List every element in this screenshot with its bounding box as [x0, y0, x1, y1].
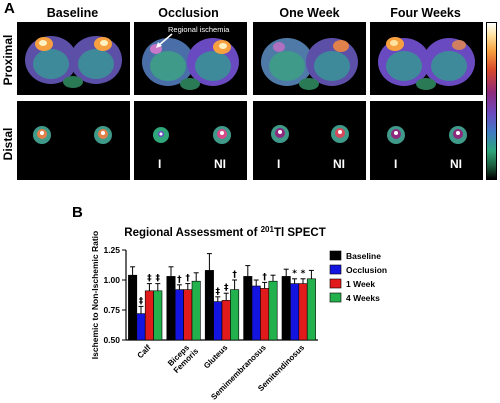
column-title-one-week: One Week — [279, 6, 340, 20]
distal-one-week-scan: I NI — [253, 101, 366, 180]
column-title-occlusion: Occlusion — [158, 6, 219, 20]
ischemic-side-label: I — [158, 157, 162, 171]
bar — [243, 276, 253, 341]
significance-marker: † — [232, 270, 237, 280]
bar — [221, 300, 231, 341]
y-tick-label: 1.00 — [103, 275, 120, 285]
legend-label: 4 Weeks — [346, 293, 380, 303]
significance-marker: * — [301, 269, 306, 279]
bar — [230, 289, 240, 341]
y-tick-label: 0.75 — [103, 305, 120, 315]
column-title-four-weeks: Four Weeks — [390, 6, 461, 20]
non-ischemic-side-label: NI — [333, 157, 345, 171]
bar — [174, 289, 184, 341]
legend-swatch — [329, 250, 342, 261]
proximal-baseline-scan — [17, 22, 130, 95]
ischemic-side-label: I — [277, 157, 281, 171]
x-category-label: Gluteus — [202, 343, 230, 371]
bar — [144, 290, 154, 341]
proximal-four-weeks-scan — [370, 22, 483, 95]
non-ischemic-side-label: NI — [214, 157, 226, 171]
significance-marker: ‡ — [156, 274, 161, 284]
x-category-label: BicepsFemoris — [165, 340, 200, 375]
legend-swatch — [329, 292, 342, 303]
non-ischemic-side-label: NI — [450, 157, 462, 171]
bar — [281, 276, 291, 341]
legend-label: 1 Week — [346, 279, 375, 289]
row-label-distal: Distal — [1, 127, 15, 161]
significance-marker: † — [177, 275, 182, 285]
y-tick-label: 0.50 — [103, 335, 120, 345]
significance-marker: † — [186, 274, 191, 284]
bar — [153, 290, 163, 341]
distal-baseline-scan — [17, 101, 130, 180]
legend-swatch — [329, 264, 342, 275]
bar — [290, 283, 300, 341]
bar — [306, 278, 316, 341]
bar — [166, 276, 176, 341]
row-label-proximal: Proximal — [1, 34, 15, 86]
bar — [251, 285, 261, 341]
legend-label: Occlusion — [346, 265, 387, 275]
bar — [128, 274, 138, 341]
panel-b-label: B — [72, 204, 83, 221]
significance-marker: * — [292, 269, 297, 279]
bar — [260, 288, 270, 341]
bar — [213, 301, 223, 341]
bar — [204, 270, 214, 341]
significance-marker: † — [262, 272, 267, 282]
y-axis-label: Ischemic to Non-Ischemic Ratio — [90, 231, 100, 359]
bar — [298, 283, 308, 341]
legend-swatch — [329, 278, 342, 289]
x-category-label: Calf — [136, 343, 153, 360]
proximal-one-week-scan — [253, 22, 366, 95]
significance-marker: ‡ — [224, 283, 229, 293]
bar — [191, 280, 201, 341]
chart-title: Regional Assessment of 201Tl SPECT — [124, 225, 325, 239]
distal-occlusion-scan: I NI — [134, 101, 247, 180]
panel-a-label: A — [4, 0, 15, 17]
y-tick-label: 1.25 — [103, 245, 120, 255]
regional-ischemia-annotation: Regional ischemia — [168, 25, 230, 34]
bar-chart: Regional Assessment of 201Tl SPECT Ischem… — [90, 225, 387, 402]
intensity-colorbar — [486, 22, 497, 180]
bar — [183, 289, 193, 341]
ischemic-side-label: I — [394, 157, 398, 171]
column-title-baseline: Baseline — [46, 6, 99, 20]
bar — [268, 280, 278, 341]
significance-marker: ‡ — [147, 274, 152, 284]
significance-marker: ‡ — [216, 287, 221, 297]
significance-marker: ‡ — [139, 296, 144, 306]
distal-four-weeks-scan: I NI — [370, 101, 483, 180]
bar — [136, 313, 146, 341]
legend-label: Baseline — [346, 251, 381, 261]
proximal-occlusion-scan: Regional ischemia — [134, 22, 247, 95]
